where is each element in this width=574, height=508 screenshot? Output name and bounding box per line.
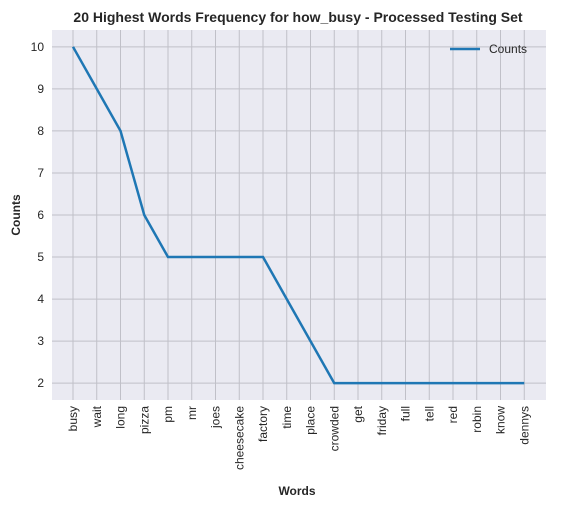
legend-label-counts: Counts bbox=[489, 42, 527, 56]
y-tick-label: 4 bbox=[37, 292, 44, 306]
x-tick-label: crowded bbox=[327, 406, 341, 451]
y-tick-label: 3 bbox=[37, 334, 44, 348]
x-tick-label: wait bbox=[90, 405, 104, 428]
x-tick-label: mr bbox=[185, 406, 199, 420]
x-axis-label: Words bbox=[278, 484, 315, 498]
y-tick-label: 2 bbox=[37, 376, 44, 390]
y-tick-label: 6 bbox=[37, 208, 44, 222]
x-tick-label: get bbox=[351, 405, 365, 422]
y-tick-label: 8 bbox=[37, 124, 44, 138]
y-tick-label: 9 bbox=[37, 82, 44, 96]
y-axis-label: Counts bbox=[9, 194, 23, 236]
y-gridlines bbox=[52, 46, 546, 384]
x-tick-label: pizza bbox=[137, 406, 151, 434]
x-tick-label: busy bbox=[66, 406, 80, 431]
x-axis-ticks: busy wait long pizza pm mr joes cheesecake facto… bbox=[66, 405, 531, 470]
x-tick-label: dennys bbox=[517, 406, 531, 445]
x-tick-label: red bbox=[446, 406, 460, 423]
x-tick-label: robin bbox=[470, 406, 484, 433]
series-line-counts bbox=[71, 46, 525, 385]
x-tick-label: pm bbox=[161, 406, 175, 423]
x-tick-label: factory bbox=[256, 406, 270, 442]
y-tick-label: 10 bbox=[31, 40, 45, 54]
y-tick-label: 5 bbox=[37, 250, 44, 264]
x-tick-label: long bbox=[114, 406, 128, 429]
chart-title: 20 Highest Words Frequency for how_busy … bbox=[73, 9, 522, 25]
x-tick-label: cheesecake bbox=[232, 406, 246, 470]
x-tick-label: full bbox=[399, 406, 413, 421]
x-tick-label: friday bbox=[375, 406, 389, 435]
x-tick-label: know bbox=[494, 406, 508, 434]
y-tick-label: 7 bbox=[37, 166, 44, 180]
y-axis-ticks: 2 3 4 5 6 7 8 9 10 bbox=[31, 40, 45, 390]
x-gridlines bbox=[72, 30, 525, 400]
x-tick-label: place bbox=[304, 406, 318, 435]
x-tick-label: tell bbox=[422, 406, 436, 421]
legend: Counts bbox=[450, 42, 527, 56]
x-tick-label: time bbox=[280, 406, 294, 429]
x-tick-label: joes bbox=[209, 406, 223, 429]
